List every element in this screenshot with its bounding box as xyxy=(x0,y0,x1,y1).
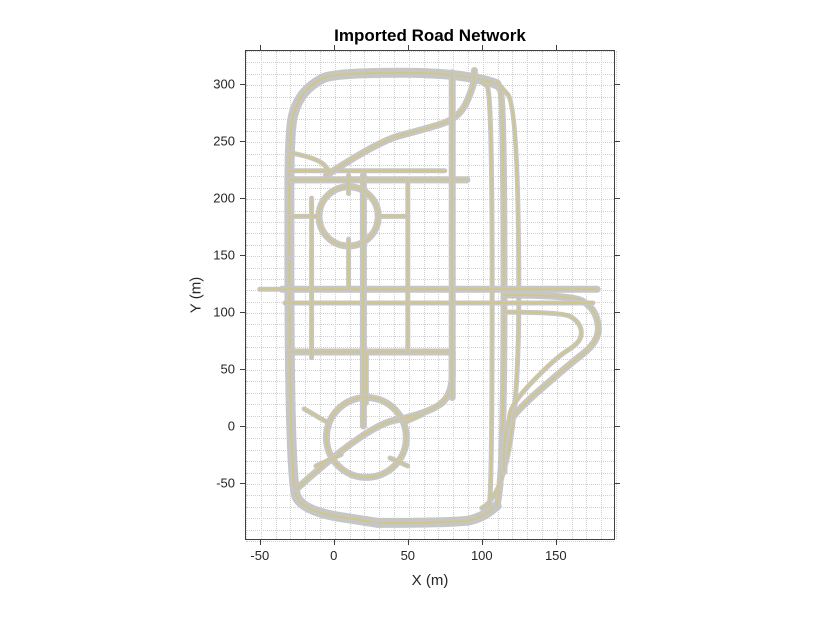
y-tick-mark xyxy=(615,312,620,313)
y-tick-mark xyxy=(240,198,245,199)
x-tick-mark xyxy=(334,540,335,545)
y-tick-mark xyxy=(615,426,620,427)
x-tick-label: 50 xyxy=(401,548,415,563)
y-tick-mark xyxy=(240,312,245,313)
y-tick-mark xyxy=(615,84,620,85)
y-tick-label: -50 xyxy=(216,476,235,491)
y-tick-label: 150 xyxy=(213,248,235,263)
y-tick-mark xyxy=(240,141,245,142)
x-tick-label: -50 xyxy=(250,548,269,563)
x-tick-mark xyxy=(556,540,557,545)
y-tick-mark xyxy=(615,198,620,199)
x-tick-mark xyxy=(260,45,261,50)
x-tick-mark xyxy=(334,45,335,50)
x-tick-label: 150 xyxy=(545,548,567,563)
y-tick-mark xyxy=(240,483,245,484)
x-tick-mark xyxy=(482,45,483,50)
y-axis-label: Y (m) xyxy=(188,277,205,313)
y-tick-mark xyxy=(240,255,245,256)
x-tick-mark xyxy=(408,540,409,545)
x-tick-label: 0 xyxy=(330,548,337,563)
figure-canvas: Imported Road Network X (m) Y (m) -50050… xyxy=(0,0,840,630)
y-tick-mark xyxy=(240,84,245,85)
y-tick-mark xyxy=(615,141,620,142)
road-center-roundabout_south_approaches-4 xyxy=(304,409,328,423)
y-tick-mark xyxy=(240,369,245,370)
road-network xyxy=(0,0,840,630)
y-tick-label: 50 xyxy=(221,362,235,377)
y-tick-mark xyxy=(240,426,245,427)
road-outer_south xyxy=(378,506,496,523)
y-tick-label: 200 xyxy=(213,191,235,206)
y-tick-mark xyxy=(615,255,620,256)
x-tick-label: 100 xyxy=(471,548,493,563)
x-axis-label: X (m) xyxy=(412,572,449,589)
x-tick-mark xyxy=(408,45,409,50)
x-tick-mark xyxy=(260,540,261,545)
y-tick-mark xyxy=(615,483,620,484)
x-tick-mark xyxy=(482,540,483,545)
y-tick-label: 0 xyxy=(228,419,235,434)
y-tick-mark xyxy=(615,369,620,370)
y-tick-label: 300 xyxy=(213,77,235,92)
y-tick-label: 100 xyxy=(213,305,235,320)
y-tick-label: 250 xyxy=(213,134,235,149)
x-tick-mark xyxy=(556,45,557,50)
